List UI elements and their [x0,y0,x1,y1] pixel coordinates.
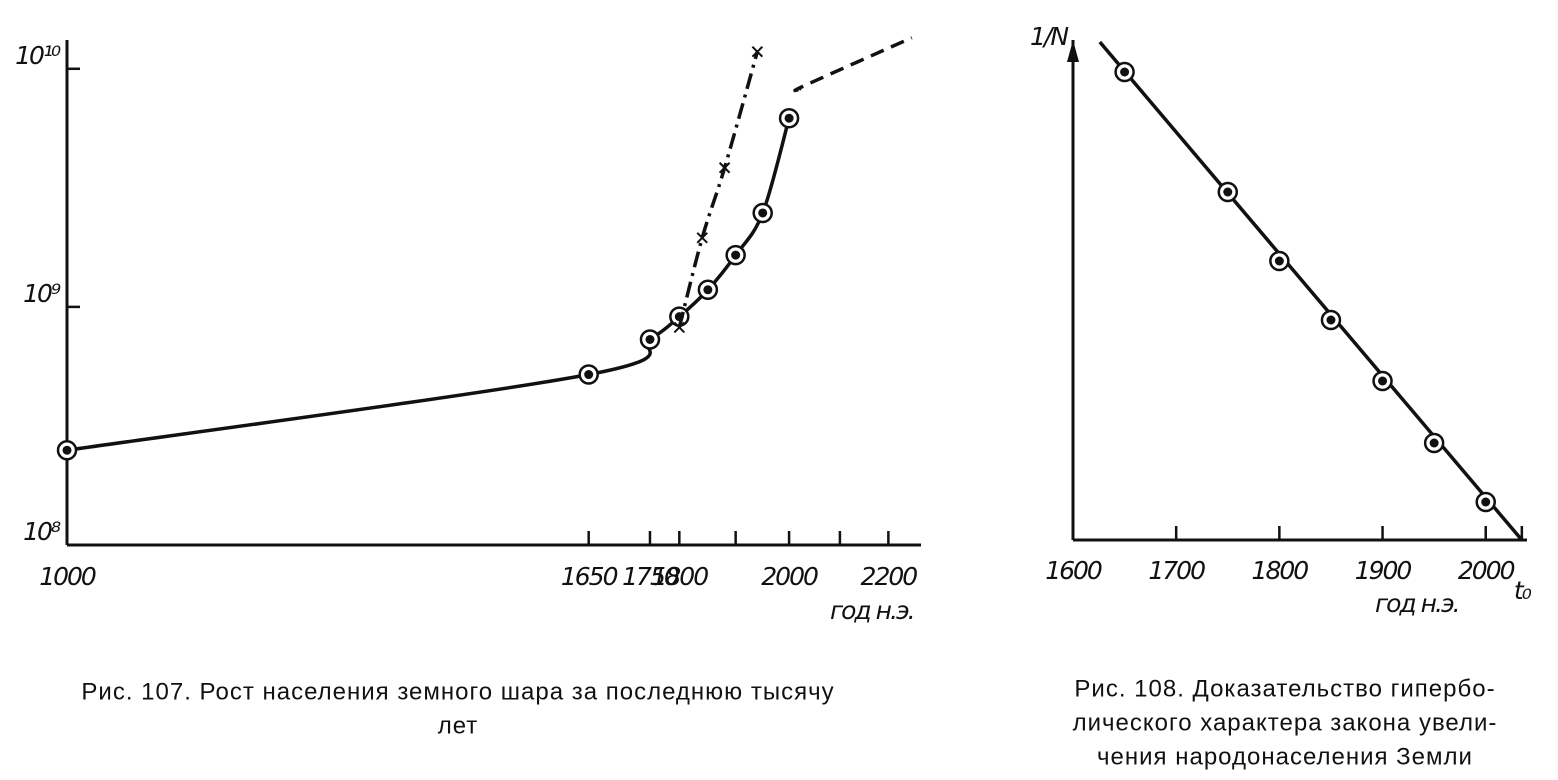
point-cross [673,321,686,334]
y-tick-label: 10⁸ [23,517,61,546]
caption-line: Рис. 107. Рост населения земного шара за… [81,678,834,705]
x-tick-label: 1800 [1252,556,1309,585]
point-dot [1223,187,1233,197]
caption-line: лического характера закона увели- [1073,709,1498,736]
x-tick-label: 1000 [39,562,96,591]
point-dot [1378,376,1388,386]
point-dot [703,285,713,295]
point-dot [784,113,794,123]
point-cross [718,162,731,174]
series-line [677,51,760,328]
x-axis-label: год н.э. [830,596,914,625]
point-dot [1326,315,1336,325]
series-line [793,36,913,93]
point-dot [645,334,655,344]
point-dot [1481,497,1491,507]
point-cross [751,45,764,58]
x-tick-label: 1900 [1355,556,1412,585]
caption-line: чения народонаселения Земли [1097,743,1473,770]
point-dot [758,208,768,218]
point-dot [1120,67,1130,77]
y-tick-label: 10⁹ [23,279,61,308]
caption-line: Рис. 108. Доказательство гипербо- [1074,675,1495,702]
caption-line: лет [438,712,479,739]
point-cross [696,232,708,244]
x-tick-label: 1700 [1148,556,1205,585]
x-tick-label: 1600 [1045,556,1102,585]
x-tick-label: 2000 [1458,556,1515,585]
x-tick-label: 2000 [761,562,818,591]
point-dot [731,250,741,260]
y-axis-label: 1/N [1030,22,1069,51]
point-dot [1429,438,1439,448]
y-tick-label: 10¹⁰ [15,41,61,70]
x-tick-label: 1800 [652,562,709,591]
x-tick-label: 1650 [561,562,618,591]
point-dot [62,445,72,455]
x-tick-label: t₀ [1514,576,1532,605]
y-axis-arrow [1067,40,1079,62]
point-dot [584,370,594,380]
point-dot [1274,256,1284,266]
x-tick-label: 1750 [622,562,679,591]
x-axis-label: год н.э. [1375,589,1459,618]
series-line [1098,40,1524,542]
x-tick-label: 2200 [861,562,918,591]
series-line [66,117,791,452]
